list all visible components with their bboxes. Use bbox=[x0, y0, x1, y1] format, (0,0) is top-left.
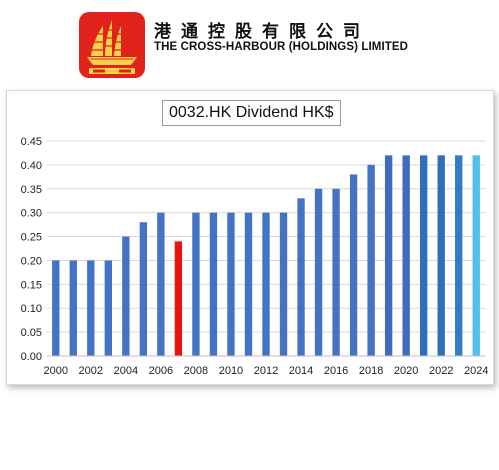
bar-2024 bbox=[472, 155, 480, 356]
bar-2002 bbox=[87, 260, 95, 356]
bar-2011 bbox=[244, 212, 253, 356]
bar-2012 bbox=[262, 212, 270, 356]
x-tick-label: 2002 bbox=[79, 365, 103, 377]
bar-2010 bbox=[227, 212, 235, 356]
x-tick-label: 2006 bbox=[149, 365, 173, 377]
bar-2021 bbox=[420, 155, 428, 356]
y-tick-label: 0.25 bbox=[21, 232, 42, 244]
y-tick-label: 0.05 bbox=[21, 327, 42, 339]
x-tick-label: 2024 bbox=[464, 365, 488, 377]
x-tick-label: 2018 bbox=[359, 365, 383, 377]
chart-canvas: 0.00 0.05 0.10 0.15 0.20 0.25 0.30 0.35 0.40 0.45… bbox=[21, 136, 489, 377]
x-tick-label: 2022 bbox=[429, 365, 453, 377]
bar-2016 bbox=[332, 188, 340, 356]
junk-boat-icon bbox=[79, 12, 145, 78]
x-tick-label: 2014 bbox=[289, 365, 313, 377]
bar-2013 bbox=[279, 212, 288, 356]
y-tick-label: 0.00 bbox=[21, 351, 42, 363]
dividend-chart: 0.00 0.05 0.10 0.15 0.20 0.25 0.30 0.35 0.40 0.45… bbox=[6, 90, 494, 385]
x-tick-label: 2020 bbox=[394, 365, 418, 377]
y-tick-label: 0.45 bbox=[21, 136, 42, 148]
x-tick-label: 2012 bbox=[254, 365, 278, 377]
x-tick-label: 2008 bbox=[184, 365, 208, 377]
y-tick-label: 0.40 bbox=[21, 160, 42, 172]
y-tick-label: 0.30 bbox=[21, 208, 42, 220]
y-tick-label: 0.15 bbox=[21, 279, 42, 291]
bar-2014 bbox=[297, 198, 305, 356]
bar-2000 bbox=[52, 260, 60, 356]
x-tick-label: 2010 bbox=[219, 365, 243, 377]
bar-2005 bbox=[139, 222, 148, 356]
bar-2022 bbox=[437, 155, 445, 356]
bar-2006 bbox=[157, 212, 165, 356]
bar-2023 bbox=[455, 155, 463, 356]
bar-2007 bbox=[174, 241, 183, 356]
bar-2019 bbox=[384, 155, 393, 356]
bar-2018 bbox=[367, 164, 375, 356]
company-header: 港通控股有限公司 THE CROSS-HARBOUR (HOLDINGS) LI… bbox=[0, 0, 499, 85]
x-tick-label: 2016 bbox=[324, 365, 348, 377]
bar-2017 bbox=[349, 174, 358, 356]
bar-2008 bbox=[192, 212, 200, 356]
chart-title: 0032.HK Dividend HK$ bbox=[162, 100, 341, 126]
bar-2001 bbox=[69, 260, 77, 356]
y-tick-label: 0.10 bbox=[21, 303, 42, 315]
bar-2003 bbox=[104, 260, 112, 356]
x-tick-label: 2004 bbox=[114, 365, 138, 377]
bar-2009 bbox=[209, 212, 218, 356]
bar-2020 bbox=[402, 155, 410, 356]
y-tick-label: 0.20 bbox=[21, 255, 42, 267]
y-tick-label: 0.35 bbox=[21, 184, 42, 196]
x-tick-label: 2000 bbox=[44, 365, 68, 377]
bar-2004 bbox=[122, 236, 130, 356]
bar-2015 bbox=[314, 188, 323, 356]
company-name-english: THE CROSS-HARBOUR (HOLDINGS) LIMITED bbox=[154, 41, 409, 53]
company-name-chinese: 港通控股有限公司 bbox=[154, 22, 370, 42]
